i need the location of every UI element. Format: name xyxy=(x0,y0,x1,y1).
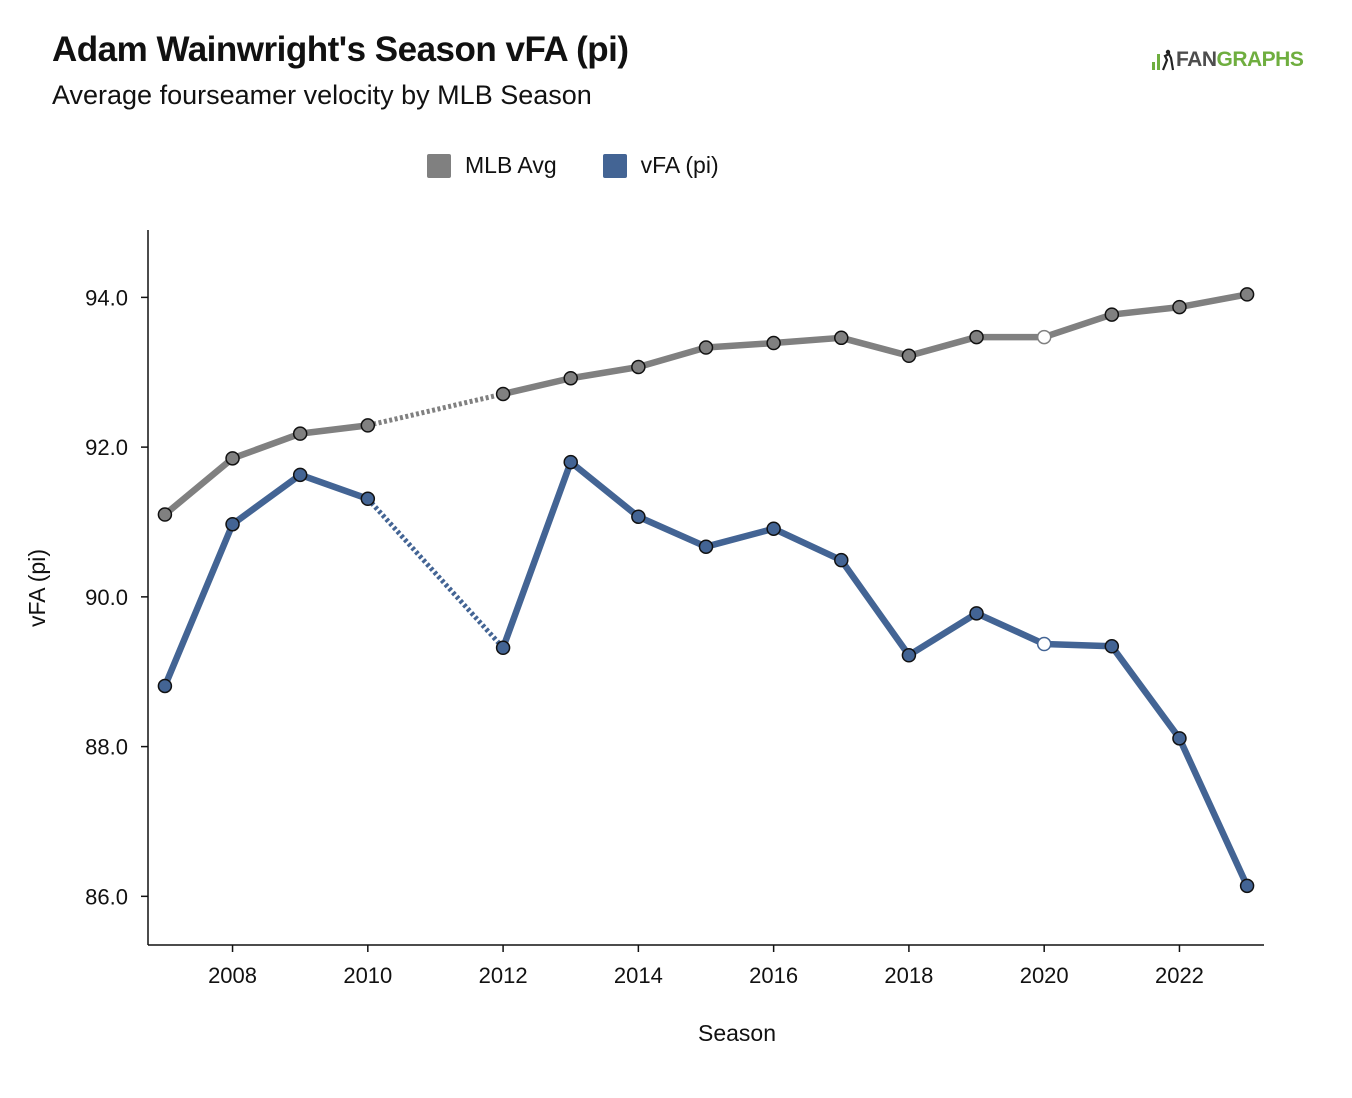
series-line-segment xyxy=(905,610,980,659)
series-line-segment xyxy=(1108,643,1183,742)
x-axis-ticks: 2008 2010 2012 2014 2016 2018 2020 2022 xyxy=(208,945,1204,988)
legend-item-vfa[interactable]: vFA (pi) xyxy=(602,152,719,179)
series-line-segment xyxy=(1108,303,1183,318)
x-tick-label: 2010 xyxy=(343,963,392,988)
legend-swatch-mlb-avg xyxy=(427,153,451,178)
y-axis-ticks: 86.0 88.0 90.0 92.0 94.0 xyxy=(85,285,148,909)
data-point[interactable] xyxy=(360,491,376,507)
data-point[interactable] xyxy=(1036,329,1052,345)
legend-label-vfa: vFA (pi) xyxy=(640,152,719,178)
x-tick-label: 2008 xyxy=(208,963,257,988)
data-point[interactable] xyxy=(495,640,511,656)
data-point[interactable] xyxy=(225,451,240,466)
chart-subtitle: Average fourseamer velocity by MLB Seaso… xyxy=(52,80,592,110)
data-point[interactable] xyxy=(1104,307,1120,322)
series-line-segment xyxy=(1176,735,1251,890)
data-point[interactable] xyxy=(157,507,173,522)
series-line-segment xyxy=(161,455,236,518)
data-point[interactable] xyxy=(1104,639,1120,654)
series-line-segment xyxy=(973,610,1048,648)
y-tick-label: 88.0 xyxy=(85,735,128,760)
data-point[interactable] xyxy=(225,516,240,532)
series-line-segment xyxy=(635,513,710,550)
x-tick-label: 2016 xyxy=(749,963,798,988)
x-tick-label: 2014 xyxy=(614,963,663,988)
data-point[interactable] xyxy=(1239,878,1255,894)
series-gap-segment xyxy=(365,497,505,650)
data-point[interactable] xyxy=(969,329,984,345)
data-point[interactable] xyxy=(698,340,714,355)
series-line-segment xyxy=(567,458,642,520)
data-point[interactable] xyxy=(766,521,781,536)
data-point[interactable] xyxy=(834,552,849,568)
series-line-segment xyxy=(229,471,304,528)
data-point[interactable] xyxy=(563,454,578,470)
fangraphs-logo[interactable]: FANGRAPHS xyxy=(1150,46,1304,74)
series-line-segment xyxy=(1040,640,1116,650)
legend-swatch-vfa xyxy=(602,153,627,178)
data-point[interactable] xyxy=(1172,731,1187,746)
legend-item-mlb-avg[interactable]: MLB Avg xyxy=(427,152,557,179)
data-point[interactable] xyxy=(495,386,511,402)
x-tick-label: 2018 xyxy=(884,963,933,988)
data-point[interactable] xyxy=(901,348,917,364)
series-1 xyxy=(157,454,1255,894)
data-point[interactable] xyxy=(834,330,849,346)
series-line-segment xyxy=(770,525,845,564)
series-line-segment xyxy=(296,422,372,437)
data-point[interactable] xyxy=(292,426,308,441)
series-line-segment xyxy=(229,430,304,462)
series-line-segment xyxy=(567,363,642,382)
series-0 xyxy=(157,287,1255,522)
fangraphs-logo-icon xyxy=(1150,48,1176,72)
series-line-segment xyxy=(161,520,236,690)
series-line-segment xyxy=(499,458,574,652)
series-line-segment xyxy=(1176,291,1251,311)
data-point[interactable] xyxy=(292,467,308,483)
chart-title: Adam Wainwright's Season vFA (pi) xyxy=(52,30,629,69)
data-point[interactable] xyxy=(901,648,917,663)
series-gap-segment xyxy=(367,391,504,428)
data-point[interactable] xyxy=(1172,299,1187,315)
legend-label-mlb-avg: MLB Avg xyxy=(465,152,557,178)
series-line-segment xyxy=(499,374,574,398)
series-line-segment xyxy=(296,471,372,503)
y-tick-label: 92.0 xyxy=(85,435,128,460)
chart-legend: MLB Avg vFA (pi) xyxy=(427,152,765,179)
x-axis-label: Season xyxy=(698,1020,776,1046)
data-point[interactable] xyxy=(631,509,646,524)
brand-wordmark: FANGRAPHS xyxy=(1176,48,1304,71)
x-tick-label: 2020 xyxy=(1020,963,1069,988)
series-line-segment xyxy=(838,556,913,659)
series-layer xyxy=(157,287,1255,894)
series-line-segment xyxy=(702,525,777,550)
series-line-segment xyxy=(1040,311,1116,341)
series-line-segment xyxy=(635,344,710,371)
series-line-segment xyxy=(905,333,980,360)
data-point[interactable] xyxy=(1036,636,1052,652)
series-line-segment xyxy=(702,339,777,351)
x-tick-label: 2012 xyxy=(479,963,528,988)
y-tick-label: 94.0 xyxy=(85,285,128,310)
data-point[interactable] xyxy=(631,359,646,375)
series-line-segment xyxy=(770,334,845,347)
data-point[interactable] xyxy=(969,606,984,621)
x-tick-label: 2022 xyxy=(1155,963,1204,988)
data-point[interactable] xyxy=(766,335,781,351)
data-point[interactable] xyxy=(157,678,173,694)
y-tick-label: 86.0 xyxy=(85,884,128,909)
data-point[interactable] xyxy=(698,539,714,554)
data-point[interactable] xyxy=(360,418,376,433)
y-tick-label: 90.0 xyxy=(85,585,128,610)
data-point[interactable] xyxy=(1239,287,1255,302)
y-axis-label: vFA (pi) xyxy=(24,549,50,627)
series-line-segment xyxy=(838,334,913,360)
data-point[interactable] xyxy=(563,370,578,386)
